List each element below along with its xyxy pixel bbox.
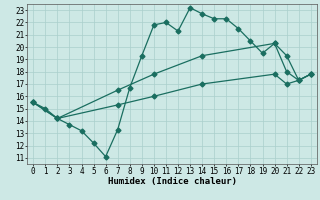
X-axis label: Humidex (Indice chaleur): Humidex (Indice chaleur)	[108, 177, 236, 186]
